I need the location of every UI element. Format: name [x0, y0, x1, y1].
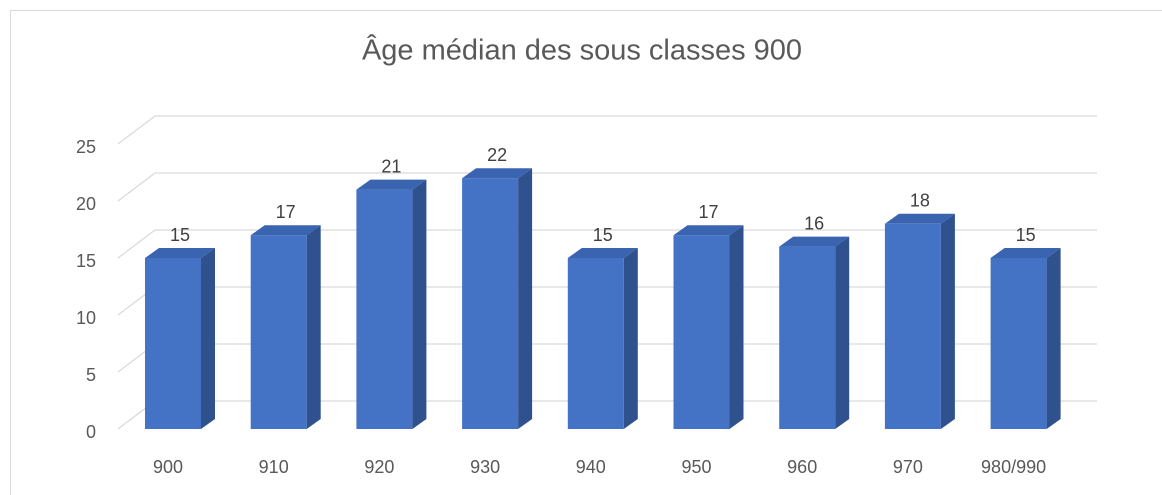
bar-top [567, 248, 638, 258]
bar-side [835, 236, 850, 429]
y-tick-label: 15 [76, 251, 96, 271]
x-tick-label: 900 [153, 457, 183, 477]
data-label: 18 [910, 191, 930, 211]
bar [779, 236, 850, 429]
bar-front [462, 178, 519, 429]
data-label: 17 [698, 202, 718, 222]
bar [673, 225, 744, 429]
x-tick-label: 920 [364, 457, 394, 477]
data-label: 22 [487, 145, 507, 165]
bar [462, 168, 533, 429]
bar-top [779, 236, 850, 247]
x-tick-label: 950 [681, 457, 711, 477]
y-tick-label: 20 [76, 194, 96, 214]
bar-top [673, 225, 744, 236]
x-tick-label: 970 [893, 457, 923, 477]
x-tick-label: 960 [787, 457, 817, 477]
data-label: 16 [804, 213, 824, 233]
x-tick-label: 940 [576, 457, 606, 477]
bar-side [729, 225, 744, 429]
y-tick-label: 5 [86, 365, 96, 385]
bar [990, 248, 1061, 429]
y-tick-label: 0 [86, 422, 96, 442]
x-tick-label: 980/990 [981, 457, 1046, 477]
chart-title: Âge médian des sous classes 900 [362, 34, 802, 67]
bar-top [884, 213, 955, 224]
bar-side [518, 168, 533, 429]
x-tick-label: 910 [259, 457, 289, 477]
bar-side [412, 179, 427, 429]
bar-front [356, 189, 413, 429]
bar-side [623, 248, 638, 429]
bar-front [884, 223, 941, 429]
bar-side [201, 248, 215, 429]
bar [356, 179, 427, 429]
bar [250, 225, 321, 429]
bar-top [356, 179, 427, 190]
bar-top [462, 168, 533, 179]
y-tick-label: 25 [76, 137, 96, 157]
bar-side [1046, 248, 1061, 429]
bar-front [779, 246, 836, 429]
data-label: 21 [381, 156, 401, 176]
bar [884, 213, 955, 429]
bar-top [145, 248, 215, 258]
bar [567, 248, 638, 429]
bar-front [145, 258, 201, 429]
data-label: 15 [593, 225, 613, 245]
bar-top [990, 248, 1061, 258]
bar-side [940, 213, 955, 429]
bar-side [306, 225, 321, 429]
bar-front [567, 258, 624, 429]
x-tick-label: 930 [470, 457, 500, 477]
bar-top [250, 225, 321, 236]
data-label: 15 [1016, 225, 1036, 245]
bar-front [673, 235, 730, 429]
data-label: 15 [170, 225, 190, 245]
bar-front [990, 258, 1047, 429]
bar-front [250, 235, 307, 429]
bar [145, 248, 215, 429]
grid-line [117, 115, 1097, 145]
data-label: 17 [276, 202, 296, 222]
y-tick-label: 10 [76, 308, 96, 328]
grid-line [117, 229, 1097, 259]
grid-line [117, 172, 1097, 202]
